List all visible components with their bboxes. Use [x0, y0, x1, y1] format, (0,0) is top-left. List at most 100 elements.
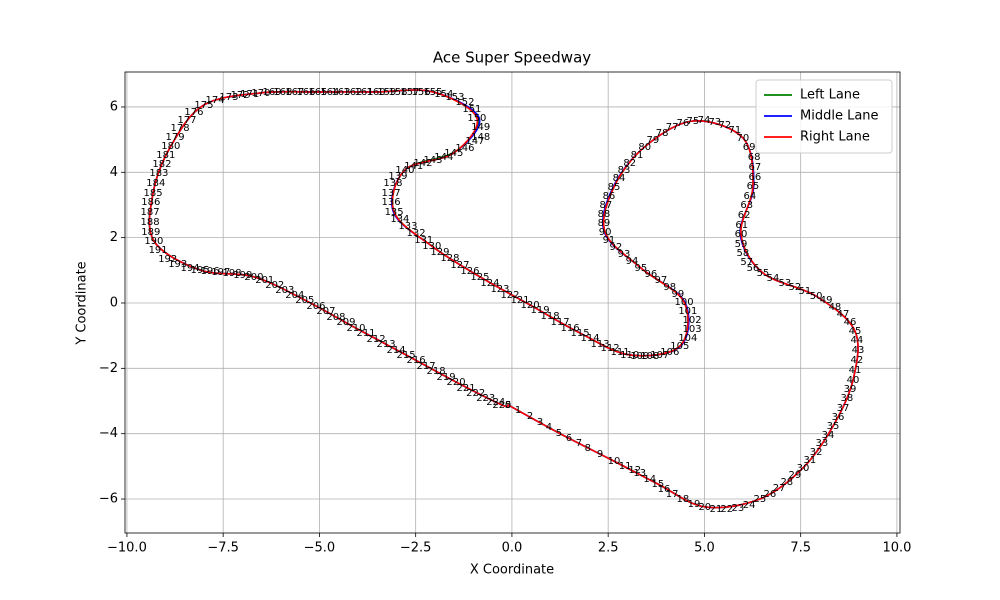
y-tick-label: 6: [110, 99, 118, 114]
waypoint-label: 28: [780, 477, 793, 488]
waypoint-label: 154: [434, 89, 453, 100]
legend-label: Left Lane: [800, 88, 860, 103]
waypoint-label: 116: [561, 323, 580, 334]
waypoint-label: 48: [829, 302, 842, 313]
waypoint-label: 155: [423, 87, 442, 98]
waypoint-label: 218: [427, 366, 446, 377]
waypoint-label: 59: [735, 239, 748, 250]
waypoint-label: 27: [773, 483, 786, 494]
waypoint-label: 219: [437, 372, 456, 383]
waypoint-label: 197: [211, 267, 230, 278]
waypoint-label: 210: [346, 323, 365, 334]
waypoint-label: 39: [844, 384, 857, 395]
x-tick-label: −10.0: [107, 541, 147, 556]
waypoints: 0 123 45 6 7 89101112131415161718192021222324…: [140, 87, 864, 515]
waypoint-label: 133: [398, 221, 417, 232]
waypoint-label: 12: [628, 465, 641, 476]
waypoint-label: 121: [510, 295, 529, 306]
waypoint-label: 225: [492, 400, 511, 411]
waypoint-label: 43: [852, 345, 865, 356]
waypoint-label: 139: [388, 171, 407, 182]
waypoint-label: 83: [618, 165, 631, 176]
waypoint-label: 158: [388, 87, 407, 98]
waypoint-label: 100: [674, 297, 693, 308]
waypoint-label: 132: [407, 228, 426, 239]
waypoint-label: 145: [444, 148, 463, 159]
waypoint-label: 25: [753, 494, 766, 505]
waypoint-label: 135: [385, 207, 404, 218]
waypoint-label: 94: [626, 256, 639, 267]
waypoint-label: 184: [146, 178, 165, 189]
waypoint-label: 33: [815, 438, 828, 449]
waypoint-label: 214: [386, 345, 405, 356]
waypoint-label: 72: [718, 120, 731, 131]
waypoint-label: 30: [797, 463, 810, 474]
waypoint-label: 89: [598, 218, 611, 229]
waypoint-label: 44: [851, 335, 864, 346]
waypoint-label: 136: [381, 197, 400, 208]
waypoint-label: 81: [631, 150, 644, 161]
waypoint-label: 14: [643, 474, 656, 485]
waypoint-label: 111: [611, 347, 630, 358]
waypoint-label: 208: [326, 312, 345, 323]
waypoint-label: 159: [377, 87, 396, 98]
waypoint-label: 194: [181, 263, 200, 274]
y-tick-label: −4: [99, 426, 118, 441]
waypoint-label: 168: [273, 87, 292, 98]
legend: Left Lane Middle Lane Right Lane: [755, 79, 893, 154]
waypoint-label: 5: [556, 428, 562, 439]
waypoint-label: 124: [480, 278, 499, 289]
waypoint-label: 101: [678, 306, 697, 317]
waypoint-label: 16: [658, 484, 671, 495]
waypoint-label: 172: [231, 90, 250, 101]
waypoint-label: 147: [465, 136, 484, 147]
waypoint-label: 151: [462, 104, 481, 115]
waypoint-label: 110: [620, 350, 639, 361]
waypoint-label: 56: [747, 263, 760, 274]
waypoint-label: 173: [219, 92, 238, 103]
waypoint-label: 34: [822, 430, 835, 441]
waypoint-label: 215: [397, 350, 416, 361]
waypoint-label: 77: [666, 122, 679, 133]
waypoint-label: 96: [645, 269, 658, 280]
waypoint-label: 65: [747, 181, 760, 192]
waypoint-label: 223: [476, 393, 495, 404]
waypoint-label: 217: [417, 361, 436, 372]
waypoint-label: 52: [789, 282, 802, 293]
legend-box: [755, 79, 893, 154]
waypoint-label: 1: [515, 405, 521, 416]
waypoint-label: 224: [486, 397, 505, 408]
waypoint-label: 203: [275, 285, 294, 296]
waypoint-label: 181: [156, 150, 175, 161]
waypoint-label: 32: [810, 447, 823, 458]
plot-frame: [124, 71, 901, 534]
waypoint-label: 64: [743, 191, 756, 202]
waypoint-label: 70: [737, 133, 750, 144]
waypoint-label: 75: [687, 116, 700, 127]
waypoint-label: 128: [440, 253, 459, 264]
waypoint-label: 35: [827, 421, 840, 432]
x-tick-label: −7.5: [207, 541, 239, 556]
waypoint-label: 113: [591, 339, 610, 350]
waypoint-label: 38: [841, 393, 854, 404]
waypoint-label: 55: [757, 268, 770, 279]
x-tick-label: 0.0: [502, 541, 523, 556]
waypoint-label: 142: [413, 158, 432, 169]
waypoint-label: 24: [743, 500, 756, 511]
waypoint-label: 112: [601, 343, 620, 354]
x-tick-label: −5.0: [304, 541, 336, 556]
x-axis-label: X Coordinate: [470, 563, 554, 578]
waypoint-label: 91: [603, 235, 616, 246]
waypoint-label: 73: [708, 117, 721, 128]
waypoint-label: 157: [400, 87, 419, 98]
waypoint-label: 2: [527, 411, 533, 422]
waypoint-label: 190: [144, 236, 163, 247]
waypoint-label: 127: [450, 260, 469, 271]
waypoint-label: 125: [470, 272, 489, 283]
waypoint-label: 15: [651, 479, 664, 490]
waypoint-label: 174: [206, 95, 225, 106]
waypoint-label: 78: [656, 128, 669, 139]
legend-label: Middle Lane: [800, 109, 879, 124]
waypoint-label: 20: [698, 502, 711, 513]
waypoint-label: 131: [414, 235, 433, 246]
